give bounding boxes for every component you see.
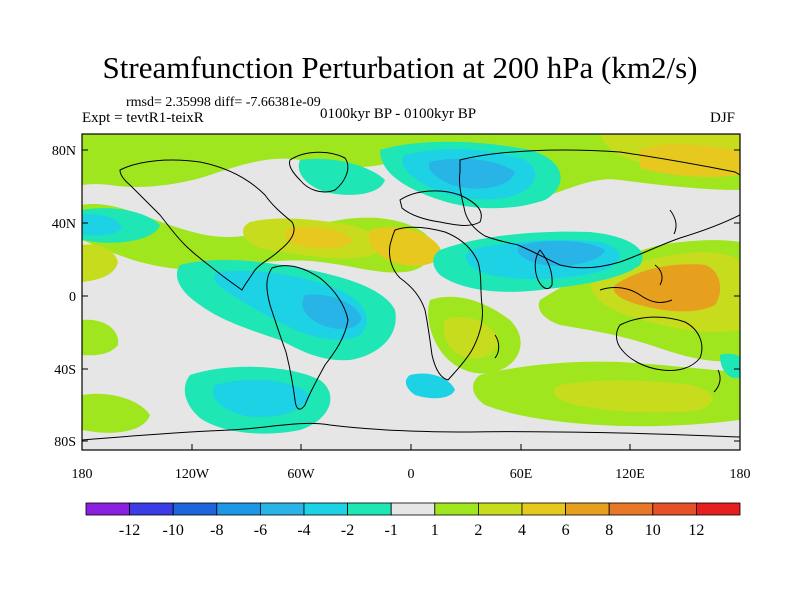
contour-dateline-west bbox=[82, 244, 118, 282]
contour-greenland-teal bbox=[298, 158, 385, 195]
chart-title: Streamfunction Perturbation at 200 hPa (… bbox=[102, 50, 698, 85]
colorbar-label: -8 bbox=[210, 522, 223, 539]
coast-asia bbox=[459, 149, 740, 269]
colorbar-swatch bbox=[608, 502, 654, 516]
coast-india bbox=[534, 249, 553, 290]
contour-southamerica-blue bbox=[302, 294, 362, 330]
contour-atlantic-core bbox=[284, 226, 352, 249]
lon-label-60w: 60W bbox=[287, 467, 315, 482]
colorbar-label: 8 bbox=[605, 522, 613, 539]
contour-wpac-orange bbox=[613, 264, 721, 312]
colorbar-swatch bbox=[216, 502, 261, 516]
contour-southatl-cyan bbox=[405, 373, 455, 399]
lon-label-0: 0 bbox=[408, 467, 415, 482]
colorbar-label: -6 bbox=[254, 522, 267, 539]
colorbar-swatch bbox=[303, 502, 348, 516]
period-label: 0100kyr BP - 0100kyr BP bbox=[320, 106, 477, 122]
lat-label-80n: 80N bbox=[52, 144, 76, 159]
contour-southpac-cyan bbox=[213, 379, 310, 418]
lat-label-40n: 40N bbox=[52, 217, 76, 232]
colorbar-label: 10 bbox=[645, 522, 661, 539]
contour-sw-pacific-green bbox=[82, 393, 150, 433]
coast-australia bbox=[616, 316, 703, 371]
contour-npac-cyan bbox=[82, 214, 122, 236]
coast-greenland bbox=[289, 151, 349, 193]
lon-label-180e: 180 bbox=[730, 467, 751, 482]
coast-philippines bbox=[654, 264, 663, 286]
lat-labels: 80N 40N 0 40S 80S bbox=[52, 144, 76, 450]
coast-south-america bbox=[266, 265, 349, 410]
lat-label-40s: 40S bbox=[54, 363, 76, 378]
colorbar-label: -4 bbox=[297, 522, 310, 539]
experiment-label: Expt = tevtR1-teixR bbox=[82, 110, 204, 126]
colorbar-label: -2 bbox=[341, 522, 354, 539]
contour-indian-blue bbox=[517, 240, 605, 266]
coast-new-zealand bbox=[713, 369, 721, 393]
coast-europe bbox=[399, 190, 482, 226]
lon-label-180w: 180 bbox=[72, 467, 93, 482]
colorbar-swatch bbox=[696, 502, 741, 516]
colorbar-label: -12 bbox=[119, 522, 140, 539]
colorbar-label: 12 bbox=[688, 522, 704, 539]
coast-africa bbox=[389, 226, 483, 381]
coast-indonesia bbox=[599, 287, 673, 303]
lon-labels: 180 120W 60W 0 60E 120E 180 bbox=[72, 467, 751, 482]
contour-arctic-green bbox=[82, 134, 740, 202]
colorbar-swatch bbox=[172, 502, 218, 516]
lon-label-120e: 120E bbox=[615, 467, 645, 482]
colorbar-swatch bbox=[347, 502, 392, 516]
contour-fill-layer bbox=[82, 134, 740, 434]
map-panel bbox=[82, 134, 740, 450]
colorbar-swatch bbox=[129, 502, 174, 516]
contour-eurasia-blue bbox=[428, 158, 515, 189]
coast-north-america bbox=[119, 159, 295, 291]
contour-far-east-teal bbox=[720, 353, 740, 379]
stats-text: rmsd= 2.35998 diff= -7.66381e-09 bbox=[126, 95, 321, 110]
colorbar-swatch bbox=[434, 502, 479, 516]
coastline-layer bbox=[82, 149, 740, 441]
season-label: DJF bbox=[710, 110, 736, 126]
lon-label-60e: 60E bbox=[510, 467, 533, 482]
lat-label-80s: 80S bbox=[54, 435, 76, 450]
coast-antarctica bbox=[82, 422, 740, 441]
colorbar-swatch bbox=[565, 502, 610, 516]
colorbar-label: 2 bbox=[474, 522, 482, 539]
colorbar-label: -10 bbox=[163, 522, 184, 539]
colorbar: -12 -10 -8 -6 -4 -2 -1 1 2 4 6 8 10 12 bbox=[85, 502, 741, 539]
colorbar-label: 4 bbox=[518, 522, 526, 539]
colorbar-label: 6 bbox=[562, 522, 570, 539]
colorbar-label: 1 bbox=[431, 522, 439, 539]
lat-label-0: 0 bbox=[69, 290, 76, 305]
coast-madagascar bbox=[494, 334, 500, 359]
contour-arctic-east-core bbox=[640, 144, 740, 178]
colorbar-label: -1 bbox=[385, 522, 398, 539]
colorbar-swatch bbox=[259, 502, 305, 516]
colorbar-swatch bbox=[521, 502, 566, 516]
contour-southern-ocean-yellow bbox=[554, 380, 713, 413]
contour-sahara-orange bbox=[369, 227, 441, 266]
contour-africa-south-yellow bbox=[443, 317, 499, 359]
colorbar-swatch bbox=[85, 502, 130, 516]
colorbar-swatch bbox=[477, 502, 523, 516]
lon-ticks bbox=[81, 444, 741, 450]
colorbar-swatch bbox=[652, 502, 697, 516]
contour-sp-green bbox=[82, 319, 119, 356]
colorbar-swatch bbox=[390, 502, 436, 516]
lat-ticks bbox=[82, 149, 740, 442]
coast-japan bbox=[669, 209, 677, 235]
lon-label-120w: 120W bbox=[175, 467, 210, 482]
